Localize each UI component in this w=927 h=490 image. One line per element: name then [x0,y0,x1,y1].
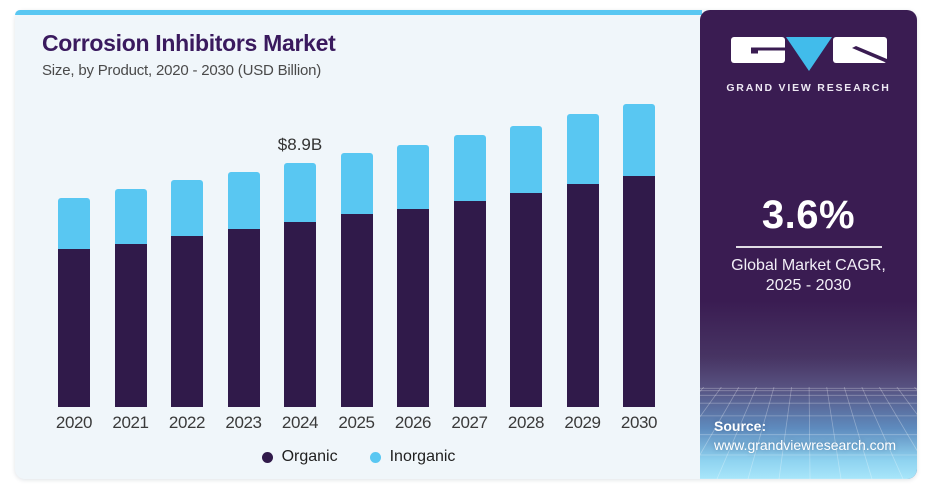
brand-sidebar: GRAND VIEW RESEARCH 3.6% Global Market C… [700,10,917,479]
legend-item-inorganic: Inorganic [369,448,456,466]
bar-2022-inorganic [171,180,203,236]
bar-2029-inorganic [566,114,599,185]
accent-strip [15,10,702,15]
x-label-2025: 2025 [338,413,375,432]
bar-2030-inorganic [623,104,655,177]
bar-2022-organic [171,236,203,407]
bar-2026-inorganic [397,145,429,209]
bar-2023-inorganic [227,172,260,230]
cagr-label-line1: Global Market CAGR, [731,257,886,274]
x-label-2024: 2024 [281,413,319,432]
legend-label-organic: Organic [281,448,338,465]
bar-2021: 2021 [112,189,149,432]
bar-2027-organic [453,201,486,407]
bar-2029: 2029 [564,114,601,432]
cagr-label: Global Market CAGR, 2025 - 2030 [700,256,917,295]
page-title: Corrosion Inhibitors Market [42,30,336,56]
infographic-card: Corrosion Inhibitors Market Size, by Pro… [15,10,917,479]
bar-2030-organic [623,176,655,407]
wireframe-mesh-graphic [700,386,917,479]
bar-2022: 2022 [169,180,206,432]
cagr-value: 3.6% [761,193,856,237]
source-url[interactable]: www.grandviewresearch.com [714,437,897,454]
chart-subtitle: Size, by Product, 2020 - 2030 (USD Billi… [42,62,322,79]
stacked-bar-chart: 2020 2021 2022 2023 $8.9B 2024 2025 2026 2027 202… [56,92,658,432]
bar-2030: 2030 [621,104,658,432]
chart-legend: Organic Inorganic [15,448,702,466]
gvr-logo-icon [730,37,887,71]
x-label-2026: 2026 [394,413,432,432]
legend-dot-inorganic [369,451,381,463]
bar-2020-organic [58,249,90,407]
bar-2020: 2020 [56,197,93,432]
bar-2028-inorganic [510,125,542,193]
x-label-2021: 2021 [112,413,149,432]
x-label-2029: 2029 [564,413,601,432]
bar-2028-organic [510,192,542,407]
bar-2021-inorganic [114,189,147,244]
legend-label-inorganic: Inorganic [389,448,456,465]
cagr-block: 3.6% Global Market CAGR, 2025 - 2030 [700,193,917,295]
bar-2024: $8.9B 2024 [278,135,322,432]
cagr-label-line2: 2025 - 2030 [765,276,852,294]
x-label-2020: 2020 [55,413,93,432]
source-block: Source: www.grandviewresearch.com [714,417,896,455]
bar-2026-organic [397,208,429,407]
bar-2025-organic [340,214,373,407]
bar-2029-organic [566,184,599,407]
bar-2025: 2025 [338,152,375,432]
bar-2026: 2026 [395,145,432,432]
x-label-2028: 2028 [507,413,545,432]
cagr-divider [735,246,882,248]
x-label-2023: 2023 [225,413,262,432]
bar-2028: 2028 [508,125,545,432]
x-label-2022: 2022 [168,413,206,432]
bar-2027-inorganic [453,135,486,202]
x-label-2030: 2030 [620,413,658,432]
bar-2023: 2023 [225,172,262,432]
bar-2025-inorganic [340,152,373,215]
bar-2024-inorganic [284,162,316,222]
source-label: Source: [714,418,767,435]
bar-annotation: $8.9B [277,134,323,154]
bar-2023-organic [227,229,260,407]
legend-dot-organic [261,451,273,463]
bar-2027: 2027 [451,135,488,432]
bar-2021-organic [114,243,147,407]
x-label-2027: 2027 [451,413,488,432]
bar-2020-inorganic [58,197,90,250]
legend-item-organic: Organic [261,448,338,466]
brand-name: GRAND VIEW RESEARCH [726,82,891,94]
bar-2024-organic [284,221,316,407]
gvr-logo: GRAND VIEW RESEARCH [700,36,917,94]
